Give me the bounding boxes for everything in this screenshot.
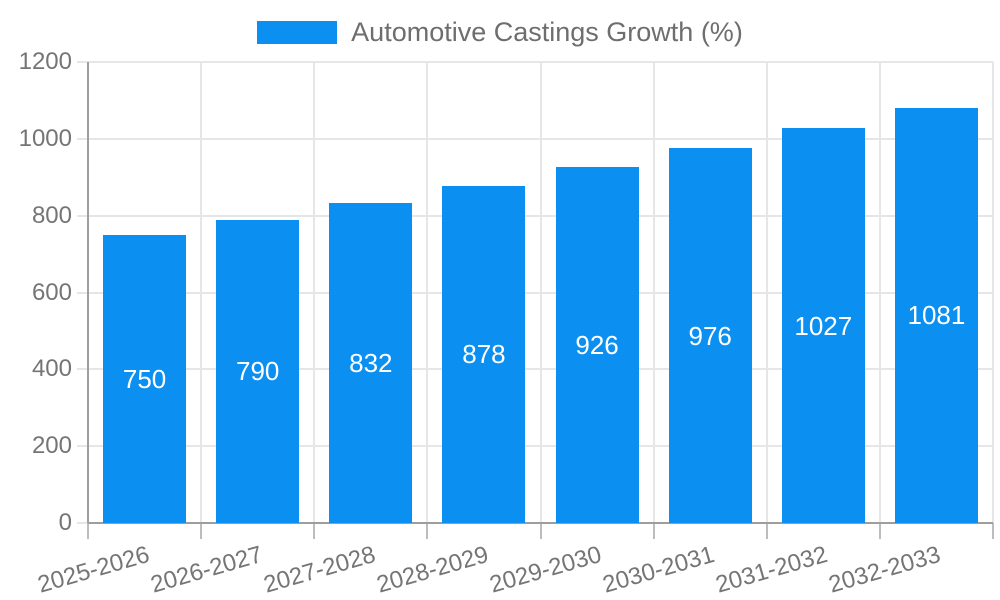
y-tick-label: 600 bbox=[31, 278, 72, 306]
bar[interactable] bbox=[329, 203, 413, 523]
bar[interactable] bbox=[442, 185, 526, 523]
bar[interactable] bbox=[781, 128, 865, 523]
y-tick bbox=[77, 445, 88, 448]
bar-value-label: 1027 bbox=[794, 310, 853, 341]
v-gridline bbox=[200, 62, 203, 523]
bar-value-label: 1081 bbox=[907, 300, 966, 331]
y-axis-line bbox=[87, 62, 89, 523]
y-tick bbox=[77, 137, 88, 140]
y-tick bbox=[77, 368, 88, 371]
v-gridline bbox=[313, 62, 316, 523]
x-axis-baseline bbox=[88, 522, 993, 524]
bar-value-label: 832 bbox=[349, 348, 393, 379]
legend[interactable]: Automotive Castings Growth (%) bbox=[0, 17, 1000, 47]
x-tick bbox=[313, 523, 316, 539]
bar-value-label: 750 bbox=[122, 363, 167, 394]
legend-swatch bbox=[257, 20, 338, 44]
x-tick bbox=[87, 523, 89, 539]
bar[interactable] bbox=[216, 219, 300, 523]
y-tick bbox=[77, 291, 88, 294]
y-tick-label: 0 bbox=[58, 509, 72, 536]
y-tick bbox=[77, 214, 88, 217]
v-gridline bbox=[878, 62, 881, 523]
x-tick bbox=[200, 523, 203, 539]
bar[interactable] bbox=[894, 107, 978, 523]
v-gridline bbox=[765, 62, 768, 523]
x-tick bbox=[992, 523, 994, 539]
y-tick bbox=[77, 61, 88, 63]
y-tick-label: 200 bbox=[31, 432, 72, 460]
x-tick bbox=[878, 523, 881, 539]
y-tick bbox=[77, 522, 88, 524]
bar-value-label: 878 bbox=[462, 339, 506, 370]
y-tick-label: 1000 bbox=[18, 124, 72, 152]
x-tick bbox=[539, 523, 542, 539]
v-gridline bbox=[652, 62, 655, 523]
bar-value-label: 790 bbox=[235, 356, 280, 387]
y-tick-label: 800 bbox=[31, 201, 72, 229]
bar-value-label: 926 bbox=[575, 330, 619, 361]
bar[interactable] bbox=[668, 148, 752, 523]
x-tick bbox=[765, 523, 768, 539]
v-gridline bbox=[539, 62, 542, 523]
y-tick-label: 400 bbox=[31, 355, 72, 383]
v-gridline bbox=[426, 62, 429, 523]
legend-label: Automotive Castings Growth (%) bbox=[351, 16, 743, 47]
v-gridline bbox=[992, 62, 994, 523]
bar[interactable] bbox=[103, 234, 187, 523]
bar[interactable] bbox=[555, 167, 639, 523]
x-tick bbox=[426, 523, 429, 539]
bar-value-label: 976 bbox=[688, 320, 732, 351]
y-tick-label: 1200 bbox=[18, 48, 72, 75]
x-tick bbox=[652, 523, 655, 539]
